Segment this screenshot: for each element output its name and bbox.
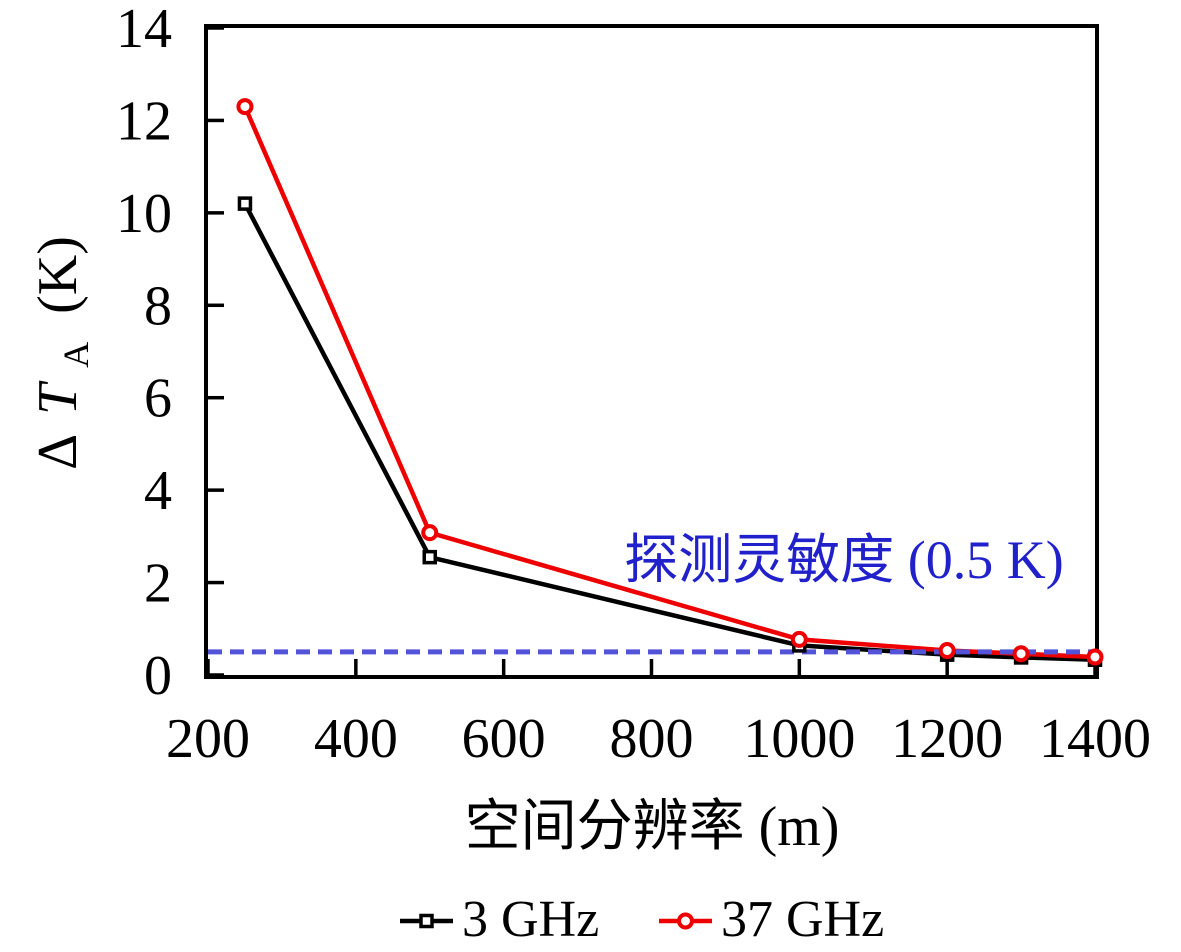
legend-label: 3 GHz <box>462 891 599 948</box>
x-tick-label: 200 <box>166 708 250 770</box>
data-point-37-GHz <box>421 524 439 542</box>
x-tick-label: 1400 <box>1039 708 1151 770</box>
legend-label: 37 GHz <box>721 891 884 948</box>
y-tick-label: 14 <box>116 0 172 60</box>
data-point-markers <box>236 98 1104 667</box>
data-point-37-GHz <box>236 98 254 116</box>
y-tick-label: 6 <box>144 368 172 430</box>
sensitivity-annotation: 探测灵敏度 (0.5 K) <box>624 530 1063 590</box>
plot-border <box>204 24 1099 679</box>
data-point-3-GHz <box>237 196 253 211</box>
axes: 200 400 600 800 1000 1200 1400 0 2 4 6 8 10 12 14 <box>116 0 1151 770</box>
temperature-symbol: T <box>27 380 89 415</box>
legend-marker-square <box>419 913 434 929</box>
data-point-37-GHz <box>1012 645 1030 663</box>
x-tick-label: 1200 <box>891 708 1003 770</box>
y-tick-label: 0 <box>144 645 172 707</box>
x-axis-title: 空间分辨率 (m) <box>465 796 840 858</box>
x-tick-label: 1000 <box>743 708 855 770</box>
data-point-37-GHz <box>790 630 808 648</box>
legend: 3 GHz 37 GHz <box>400 891 884 948</box>
x-tick-label: 400 <box>314 708 398 770</box>
data-point-3-GHz <box>422 549 437 565</box>
legend-marker-circle <box>677 912 694 930</box>
delta-symbol: Δ <box>27 436 89 470</box>
y-tick-label: 12 <box>116 90 172 152</box>
y-axis-unit: (K) <box>27 236 89 314</box>
series-line-3-GHz <box>242 202 1096 662</box>
temperature-subscript: A <box>56 342 96 368</box>
data-point-37-GHz <box>1086 648 1104 666</box>
data-point-37-GHz <box>938 642 956 660</box>
y-tick-label: 4 <box>144 460 172 522</box>
x-tick-label: 800 <box>610 708 694 770</box>
y-tick-label: 2 <box>144 553 172 615</box>
y-axis-title: Δ T A (K) <box>27 236 101 470</box>
y-tick-label: 10 <box>116 183 172 245</box>
y-tick-label: 8 <box>144 275 172 337</box>
x-tick-label: 600 <box>462 708 546 770</box>
